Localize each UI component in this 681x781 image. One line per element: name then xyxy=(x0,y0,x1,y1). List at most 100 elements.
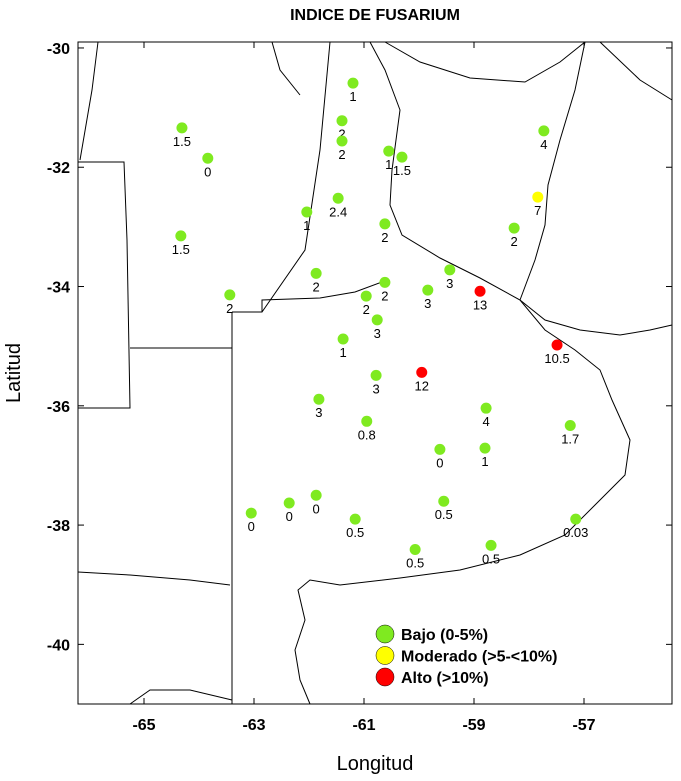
station-point xyxy=(349,513,361,525)
point-label: 0 xyxy=(436,455,443,470)
station-point xyxy=(570,513,582,525)
station-point xyxy=(224,289,236,301)
station-point xyxy=(379,218,391,230)
station-point xyxy=(438,495,450,507)
station-point xyxy=(508,222,520,234)
chart-title: INDICE DE FUSARIUM xyxy=(290,7,460,24)
x-tick-label: -61 xyxy=(352,717,375,734)
point-label: 1.5 xyxy=(172,242,190,257)
point-label: 2 xyxy=(226,301,233,316)
point-label: 13 xyxy=(473,297,487,312)
point-label: 0.8 xyxy=(358,427,376,442)
station-point xyxy=(336,135,348,147)
station-point xyxy=(396,151,408,163)
point-label: 4 xyxy=(540,137,547,152)
station-point xyxy=(175,230,187,242)
x-tick-label: -65 xyxy=(132,717,155,734)
point-label: 2 xyxy=(313,279,320,294)
y-tick-label: -36 xyxy=(47,399,70,416)
station-point xyxy=(538,125,550,137)
point-label: 1 xyxy=(339,345,346,360)
station-point xyxy=(434,443,446,455)
point-label: 3 xyxy=(424,296,431,311)
point-label: 2.4 xyxy=(329,204,347,219)
point-label: 10.5 xyxy=(544,351,569,366)
station-point xyxy=(336,115,348,127)
station-point xyxy=(444,264,456,276)
point-label: 1 xyxy=(349,89,356,104)
station-point xyxy=(310,267,322,279)
point-label: 2 xyxy=(338,147,345,162)
station-point xyxy=(474,285,486,297)
point-label: 3 xyxy=(374,326,381,341)
station-point xyxy=(313,393,325,405)
point-label: 2 xyxy=(511,234,518,249)
point-label: 3 xyxy=(372,381,379,396)
legend-label: Moderado (>5-<10%) xyxy=(401,649,557,666)
station-point xyxy=(310,489,322,501)
legend-swatch xyxy=(375,646,395,665)
station-point xyxy=(360,290,372,302)
point-label: 1.7 xyxy=(561,431,579,446)
point-label: 3 xyxy=(446,276,453,291)
x-tick-label: -57 xyxy=(572,717,595,734)
station-point xyxy=(485,539,497,551)
y-tick-label: -34 xyxy=(47,280,70,297)
legend-swatch xyxy=(375,624,395,644)
x-tick-label: -63 xyxy=(242,717,265,734)
plot-frame xyxy=(77,41,673,705)
y-tick-label: -32 xyxy=(47,160,70,177)
station-point xyxy=(422,284,434,296)
station-point xyxy=(564,419,576,431)
point-label: 1 xyxy=(385,157,392,172)
station-point xyxy=(370,369,382,381)
station-point xyxy=(379,276,391,288)
point-label: 1 xyxy=(303,218,310,233)
station-point xyxy=(332,192,344,204)
point-label: 2 xyxy=(363,302,370,317)
point-label: 0 xyxy=(204,164,211,179)
station-point xyxy=(361,415,373,427)
y-tick-label: -40 xyxy=(47,637,70,654)
point-label: 2 xyxy=(338,127,345,142)
station-point xyxy=(409,544,421,556)
station-point xyxy=(551,339,563,351)
point-label: 1.5 xyxy=(173,134,191,149)
x-axis-label: Longitud xyxy=(337,753,414,775)
station-point xyxy=(371,314,383,326)
station-point xyxy=(479,442,491,454)
x-tick-label: -59 xyxy=(462,717,485,734)
station-point xyxy=(416,366,428,378)
map-outlines xyxy=(77,41,673,705)
point-label: 2 xyxy=(381,288,388,303)
point-label: 0.03 xyxy=(563,525,588,540)
legend-label: Bajo (0-5%) xyxy=(401,627,488,644)
y-tick-label: -30 xyxy=(47,41,70,58)
station-point xyxy=(532,191,544,203)
point-label: 3 xyxy=(315,405,322,420)
point-label: 12 xyxy=(415,378,429,393)
legend-swatch xyxy=(375,667,395,687)
station-point xyxy=(202,152,214,164)
point-label: 1 xyxy=(481,454,488,469)
point-label: 0.5 xyxy=(406,556,424,571)
y-tick-label: -38 xyxy=(47,518,70,535)
station-point xyxy=(301,206,313,218)
point-label: 7 xyxy=(534,203,541,218)
point-label: 0.5 xyxy=(482,551,500,566)
point-label: 4 xyxy=(482,414,489,429)
station-point xyxy=(245,507,257,519)
station-point xyxy=(176,122,188,134)
point-label: 0 xyxy=(313,501,320,516)
station-point xyxy=(383,145,395,157)
point-label: 0 xyxy=(286,509,293,524)
station-point xyxy=(480,402,492,414)
point-label: 2 xyxy=(381,230,388,245)
point-label: 0.5 xyxy=(435,507,453,522)
point-label: 0 xyxy=(248,519,255,534)
station-point xyxy=(347,77,359,89)
station-point xyxy=(337,333,349,345)
station-point xyxy=(283,497,295,509)
point-label: 0.5 xyxy=(346,525,364,540)
